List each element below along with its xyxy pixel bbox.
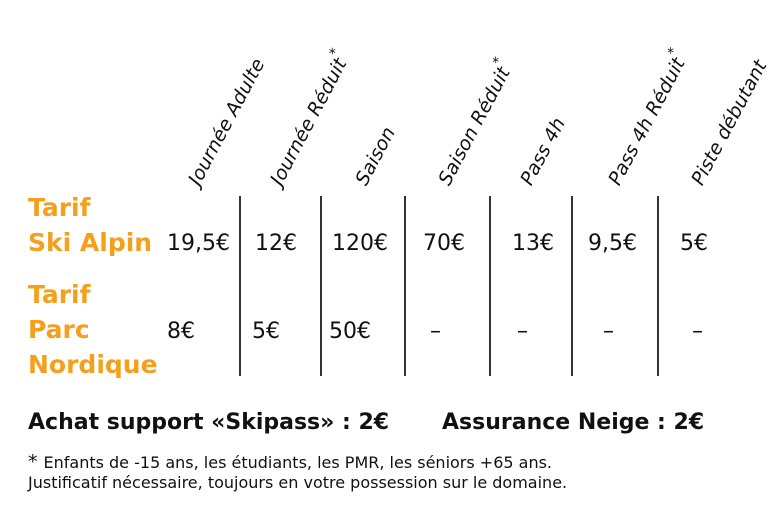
price-cell: 19,5€	[167, 231, 230, 256]
column-header-piste-debutant: Piste débutant	[686, 56, 771, 189]
column-divider	[571, 196, 573, 376]
footnote: * Enfants de -15 ans, les étudiants, les …	[28, 452, 567, 493]
column-divider	[404, 196, 406, 376]
row-label-line: Parc	[28, 315, 90, 344]
price-cell: –	[603, 319, 614, 344]
column-divider	[320, 196, 322, 376]
column-header-journee-reduit: Journée Réduit*	[265, 46, 354, 189]
row-label-ski-alpin: Tarif Ski Alpin	[28, 190, 152, 260]
column-divider	[489, 196, 491, 376]
column-header-label: Saison Réduit	[434, 63, 515, 189]
column-header-saison: Saison	[350, 123, 400, 189]
price-cell: 50€	[329, 319, 371, 344]
column-header-pass-4h-reduit: Pass 4h Réduit*	[603, 45, 692, 189]
price-cell: 9,5€	[588, 231, 637, 256]
row-label-line: Nordique	[28, 350, 158, 379]
column-header-label: Saison	[351, 123, 400, 189]
price-cell: 70€	[423, 231, 465, 256]
price-cell: 13€	[512, 231, 554, 256]
row-label-line: Tarif	[28, 280, 91, 309]
column-header-pass-4h: Pass 4h	[515, 113, 570, 189]
row-label-line: Tarif	[28, 193, 91, 222]
row-label-parc-nordique: Tarif Parc Nordique	[28, 277, 158, 382]
price-cell: –	[692, 319, 703, 344]
skipass-price: Achat support «Skipass» : 2€	[28, 410, 390, 435]
price-cell: –	[517, 319, 528, 344]
row-label-line: Ski Alpin	[28, 228, 153, 257]
footnote-line-1: * Enfants de -15 ans, les étudiants, les …	[28, 452, 567, 473]
column-header-label: Journée Réduit	[266, 54, 352, 189]
price-cell: 120€	[332, 231, 388, 256]
column-header-label: Piste débutant	[687, 56, 772, 189]
assurance-price: Assurance Neige : 2€	[442, 410, 705, 435]
column-header-label: Journée Adulte	[184, 54, 270, 189]
column-divider	[239, 196, 241, 376]
price-cell: 5€	[680, 231, 708, 256]
column-divider	[657, 196, 659, 376]
column-header-label: Pass 4h Réduit	[604, 54, 690, 189]
footnote-star: *	[28, 451, 38, 473]
column-header-journee-adulte: Journée Adulte	[183, 54, 270, 189]
price-cell: 12€	[255, 231, 297, 256]
price-cell: –	[430, 319, 441, 344]
footnote-line-2: Justificatif nécessaire, toujours en vot…	[28, 473, 568, 492]
footnote-text: Enfants de -15 ans, les étudiants, les P…	[43, 453, 553, 472]
price-cell: 5€	[252, 319, 280, 344]
column-header-label: Pass 4h	[516, 114, 570, 189]
price-cell: 8€	[167, 319, 195, 344]
column-header-saison-reduit: Saison Réduit*	[433, 54, 517, 189]
